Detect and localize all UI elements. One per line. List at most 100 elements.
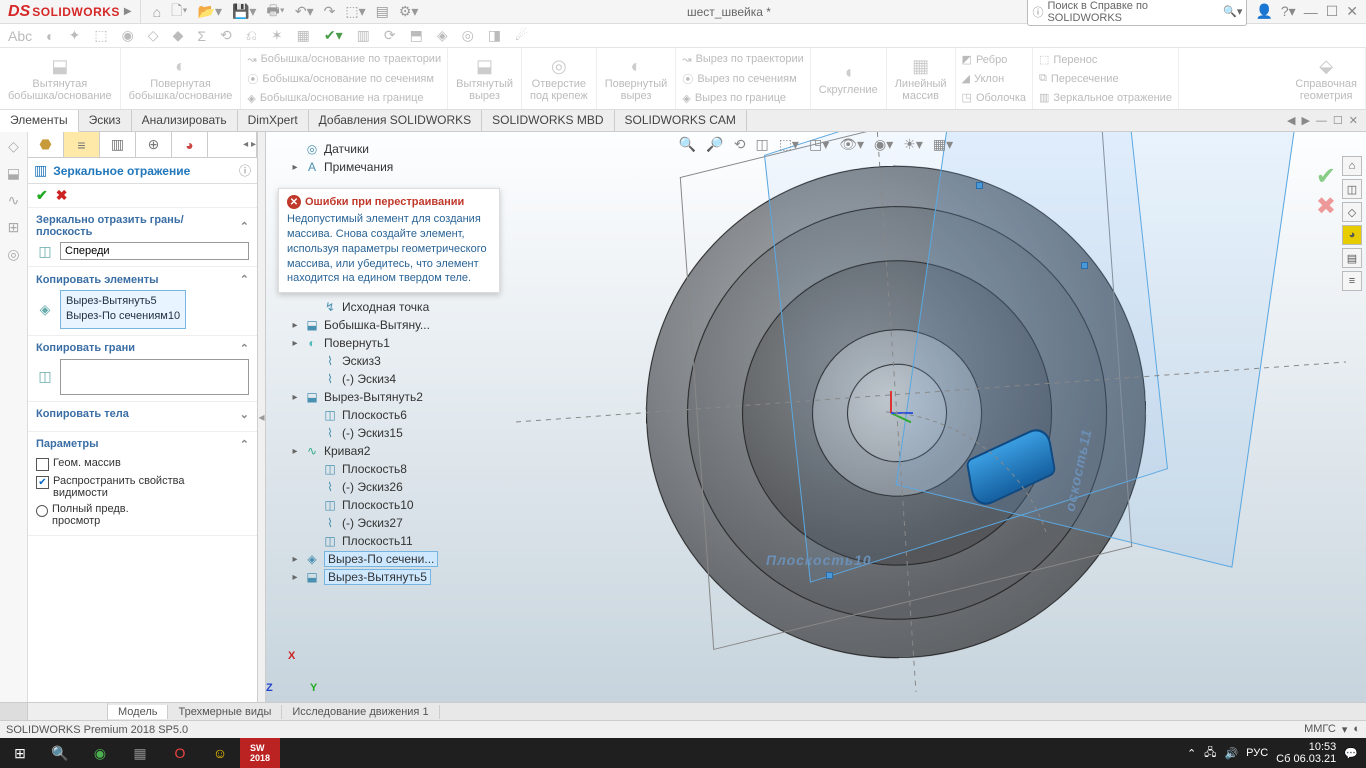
plane-handle[interactable] bbox=[976, 182, 983, 189]
tray-clock[interactable]: 10:53 Сб 06.03.21 bbox=[1276, 741, 1336, 765]
close-icon[interactable]: ✕ bbox=[1346, 3, 1358, 20]
home-icon[interactable]: ⌂ bbox=[153, 4, 161, 20]
tool-icon[interactable]: ✦ bbox=[69, 27, 81, 44]
tree-plane[interactable]: ◫Плоскость11 bbox=[290, 532, 490, 550]
mirror-plane-input[interactable] bbox=[60, 242, 249, 260]
cmd-draft[interactable]: ◢Уклон bbox=[962, 72, 1005, 85]
chk-propagate[interactable]: ✔ Распространить свойствавидимости bbox=[36, 473, 249, 501]
tray-volume-icon[interactable]: 🔊 bbox=[1224, 747, 1238, 760]
tool-icon[interactable]: ◇ bbox=[148, 27, 159, 44]
hide-show-icon[interactable]: 👁▾ bbox=[839, 136, 864, 153]
cmd-boundary-cut[interactable]: ◈Вырез по границе bbox=[682, 92, 786, 105]
options-icon[interactable]: ⚙▾ bbox=[399, 3, 419, 20]
view-orient-icon[interactable]: ⬚▾ bbox=[779, 136, 799, 153]
zoom-fit-icon[interactable]: 🔍 bbox=[679, 136, 696, 153]
cmd-revolved-boss[interactable]: ◐Повернутая бобышка/основание bbox=[121, 48, 242, 109]
tab-cam[interactable]: SOLIDWORKS CAM bbox=[615, 110, 747, 131]
plane-handle[interactable] bbox=[826, 572, 833, 579]
tab-model[interactable]: Модель bbox=[108, 705, 168, 719]
panel-close-icon[interactable]: ✕ bbox=[1349, 114, 1358, 127]
collapse-icon[interactable]: ⌄ bbox=[240, 408, 249, 421]
tree-sketch[interactable]: ⌇(-) Эскиз26 bbox=[290, 478, 490, 496]
features-listbox[interactable]: Вырез-Вытянуть5 Вырез-По сечениям10 bbox=[60, 290, 186, 329]
strip-icon[interactable]: ⬓ bbox=[7, 165, 20, 182]
tool-icon[interactable]: ⬚ bbox=[94, 27, 107, 44]
cmd-extruded-boss[interactable]: ⬓Вытянутая бобышка/основание bbox=[0, 48, 121, 109]
collapse-icon[interactable]: ⌃ bbox=[240, 342, 249, 355]
panel-min-icon[interactable]: — bbox=[1316, 115, 1327, 127]
tool-icon[interactable]: ✔▾ bbox=[324, 27, 343, 44]
status-icon[interactable]: ◐ bbox=[1353, 723, 1360, 736]
app-logo[interactable]: DS SOLIDWORKS ▶ bbox=[0, 0, 141, 23]
strip-icon[interactable]: ◎ bbox=[7, 246, 19, 263]
collapse-icon[interactable]: ⌃ bbox=[240, 220, 249, 233]
tree-revolve[interactable]: ▸◐Повернуть1 bbox=[290, 334, 490, 352]
tool-icon[interactable]: ☄ bbox=[515, 27, 528, 44]
open-icon[interactable]: 📂▾ bbox=[198, 3, 222, 20]
tab-mbd[interactable]: SOLIDWORKS MBD bbox=[482, 110, 614, 131]
tree-plane[interactable]: ◫Плоскость6 bbox=[290, 406, 490, 424]
redo-icon[interactable]: ↷ bbox=[324, 3, 336, 20]
tool-icon[interactable]: Abc bbox=[8, 28, 32, 44]
tab-motion[interactable]: Исследование движения 1 bbox=[282, 705, 439, 719]
tool-icon[interactable]: ◆ bbox=[173, 27, 184, 44]
rebuild-icon[interactable]: ▤ bbox=[376, 3, 389, 20]
tray-up-icon[interactable]: ⌃ bbox=[1187, 747, 1196, 760]
tool-icon[interactable]: ⬒ bbox=[410, 27, 423, 44]
tree-sketch[interactable]: ⌇(-) Эскиз15 bbox=[290, 424, 490, 442]
print-icon[interactable]: 🖶▾ bbox=[266, 0, 284, 24]
radio-full-preview[interactable]: Полный предв.просмотр bbox=[36, 501, 249, 529]
tree-sketch[interactable]: ⌇(-) Эскиз27 bbox=[290, 514, 490, 532]
logo-menu-arrow-icon[interactable]: ▶ bbox=[124, 6, 132, 17]
cmd-shell[interactable]: ◳Оболочка bbox=[962, 91, 1026, 104]
tree-cut[interactable]: ▸⬓Вырез-Вытянуть2 bbox=[290, 388, 490, 406]
solidworks-taskbar-icon[interactable]: SW2018 bbox=[240, 738, 280, 768]
tool-icon[interactable]: Σ bbox=[197, 28, 206, 44]
tree-sketch[interactable]: ⌇Эскиз3 bbox=[290, 352, 490, 370]
tree-extrude-cut[interactable]: ▸⬓Вырез-Вытянуть5 bbox=[290, 568, 490, 586]
tab-3dviews[interactable]: Трехмерные виды bbox=[168, 705, 282, 719]
search-button[interactable]: 🔍 bbox=[40, 738, 80, 768]
cmd-extruded-cut[interactable]: ⬓Вытянутый вырез bbox=[448, 48, 522, 109]
taskpane-view-icon[interactable]: ◇ bbox=[1342, 202, 1362, 222]
cmd-linear-pattern[interactable]: ▦Линейный массив bbox=[887, 48, 956, 109]
confirm-corner-cancel[interactable]: ✖ bbox=[1316, 192, 1336, 221]
plane-handle[interactable] bbox=[1081, 262, 1088, 269]
panel-nav-icon[interactable]: ▶ bbox=[1301, 114, 1309, 127]
tool-icon[interactable]: ▥ bbox=[357, 27, 370, 44]
cmd-hole-wizard[interactable]: ◎Отверстие под крепеж bbox=[522, 48, 597, 109]
pm-help-icon[interactable]: ⓘ bbox=[239, 162, 251, 179]
collapse-icon[interactable]: ⌃ bbox=[240, 438, 249, 451]
cmd-revolved-cut[interactable]: ◐Повернутый вырез bbox=[597, 48, 677, 109]
prev-view-icon[interactable]: ⟲ bbox=[734, 136, 746, 153]
tool-icon[interactable]: ◎ bbox=[462, 27, 474, 44]
mgr-tab-property[interactable]: ≡ bbox=[64, 132, 100, 157]
tray-notifications-icon[interactable]: 💬 bbox=[1344, 747, 1358, 760]
tool-icon[interactable]: ▦ bbox=[297, 27, 310, 44]
cmd-swept-boss[interactable]: ↝Бобышка/основание по траектории bbox=[247, 53, 441, 66]
start-button[interactable]: ⊞ bbox=[0, 738, 40, 768]
tool-icon[interactable]: ⟳ bbox=[384, 27, 396, 44]
search-icon[interactable]: 🔍▾ bbox=[1223, 5, 1242, 18]
cmd-rib[interactable]: ◩Ребро bbox=[962, 53, 1008, 66]
tree-origin[interactable]: ↯Исходная точка bbox=[290, 298, 490, 316]
section-icon[interactable]: ◫ bbox=[755, 136, 768, 153]
cmd-lofted-cut[interactable]: ⦿Вырез по сечениям bbox=[682, 71, 796, 87]
pm-cancel-button[interactable]: ✖ bbox=[56, 187, 68, 204]
tab-addins[interactable]: Добавления SOLIDWORKS bbox=[309, 110, 483, 131]
tool-icon[interactable]: ✶ bbox=[271, 27, 283, 44]
cmd-swept-cut[interactable]: ↝Вырез по траектории bbox=[682, 53, 803, 66]
panel-nav-icon[interactable]: ◀ bbox=[1287, 114, 1295, 127]
tab-evaluate[interactable]: Анализировать bbox=[132, 110, 238, 131]
scene-icon[interactable]: ☀▾ bbox=[903, 136, 923, 153]
tree-loft-cut[interactable]: ▸◈Вырез-По сечени... bbox=[290, 550, 490, 568]
confirm-corner-ok[interactable]: ✔ bbox=[1316, 162, 1336, 191]
taskpane-forum-icon[interactable]: ≡ bbox=[1342, 271, 1362, 291]
app-icon[interactable]: ☺ bbox=[200, 738, 240, 768]
render-icon[interactable]: ▦▾ bbox=[933, 136, 953, 153]
tool-icon[interactable]: ⎌ bbox=[246, 27, 257, 44]
display-style-icon[interactable]: ◳▾ bbox=[809, 136, 829, 153]
new-icon[interactable]: 🗋▾ bbox=[171, 0, 187, 24]
tree-plane[interactable]: ◫Плоскость10 bbox=[290, 496, 490, 514]
mgr-tab-more[interactable]: ◂ ▸ bbox=[208, 132, 257, 157]
